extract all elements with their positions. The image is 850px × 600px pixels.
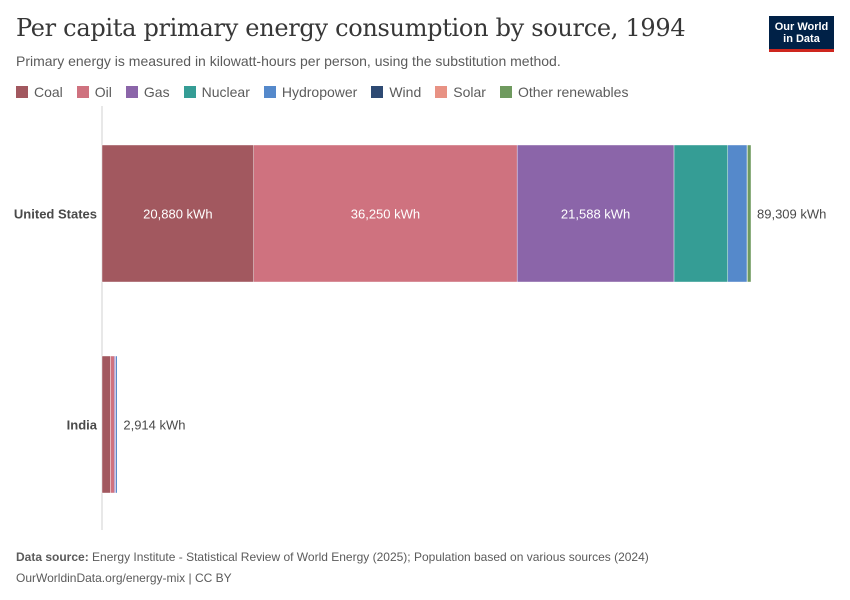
legend-swatch (499, 86, 512, 98)
bar-segment-other-renewables (747, 144, 752, 283)
legend-item-other-renewables[interactable]: Other renewables (499, 84, 629, 100)
logo-line2: in Data (783, 32, 820, 45)
legend-label: Nuclear (201, 84, 250, 100)
data-source-line: Data source: Energy Institute - Statisti… (16, 547, 649, 568)
legend-item-solar[interactable]: Solar (435, 84, 486, 100)
category-label: United States (14, 207, 97, 222)
legend-label: Hydropower (281, 84, 358, 100)
total-value-label: 89,309 kWh (757, 207, 826, 222)
chart-legend: Coal Oil Gas Nuclear Hydropower Wind Solar Othe… (16, 84, 642, 100)
legend-label: Gas (143, 84, 170, 100)
logo-line1: Our World (774, 20, 829, 33)
segment-value-label: 36,250 kWh (351, 207, 420, 222)
legend-item-wind[interactable]: Wind (371, 84, 421, 100)
legend-label: Coal (34, 84, 63, 100)
legend-item-hydropower[interactable]: Hydropower (263, 84, 358, 100)
legend-swatch (76, 86, 89, 98)
legend-label: Wind (389, 84, 422, 100)
segment-value-label: 20,880 kWh (143, 207, 212, 222)
chart-plot: United States 20,880 kWh 36,250 kWh 21,588 … (14, 106, 826, 530)
legend-item-gas[interactable]: Gas (125, 84, 170, 100)
bar-segment-hydropower (115, 355, 118, 494)
legend-swatch (435, 86, 448, 98)
url-license[interactable]: OurWorldinData.org/energy-mix | CC BY (16, 571, 232, 585)
bar-segment-oil (110, 355, 115, 494)
data-source-text[interactable]: Energy Institute - Statistical Review of… (92, 550, 649, 564)
legend-swatch (16, 86, 28, 98)
data-source-label: Data source: (16, 550, 89, 564)
bar-segment-gas (516, 144, 675, 283)
bar-segment-coal (101, 355, 111, 494)
legend-label: Solar (453, 84, 486, 100)
legend-swatch (263, 86, 276, 98)
total-value-label: 2,914 kWh (123, 418, 185, 433)
owid-logo[interactable]: Our World in Data (769, 16, 834, 52)
legend-label: Oil (94, 84, 112, 100)
bar-segment-nuclear (673, 144, 729, 283)
legend-label: Other renewables (517, 84, 629, 100)
bar-segment-hydropower (727, 144, 748, 283)
bar-segment-coal (101, 144, 254, 283)
category-label: India (67, 418, 98, 433)
legend-swatch (371, 86, 384, 98)
legend-swatch (125, 86, 138, 98)
legend-item-nuclear[interactable]: Nuclear (183, 84, 250, 100)
legend-item-coal[interactable]: Coal (16, 84, 63, 100)
legend-swatch (183, 86, 196, 98)
segment-value-label: 21,588 kWh (561, 207, 630, 222)
legend-item-oil[interactable]: Oil (76, 84, 112, 100)
chart-subtitle: Primary energy is measured in kilowatt-h… (16, 53, 561, 69)
chart-footer: Data source: Energy Institute - Statisti… (16, 547, 649, 589)
chart-title: Per capita primary energy consumption by… (16, 14, 686, 42)
